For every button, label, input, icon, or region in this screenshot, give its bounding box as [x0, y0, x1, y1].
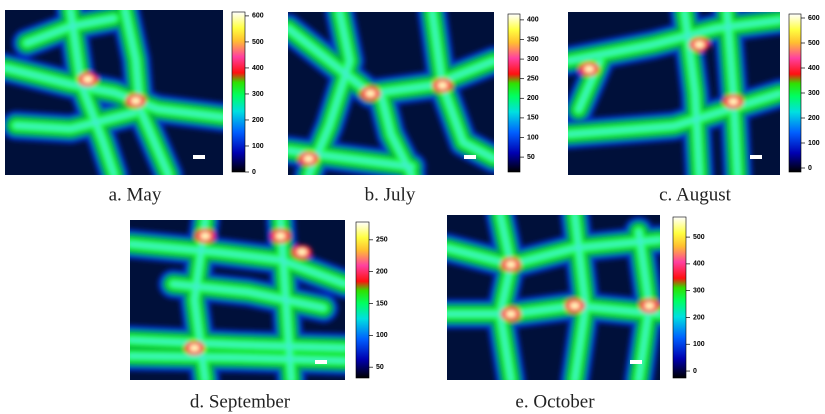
- tick-label: 200: [376, 269, 388, 276]
- tick-label: 250: [527, 76, 539, 83]
- colorbar-ticks: 50 100 150 200 250 300 350 400: [520, 17, 539, 161]
- colorbar: [673, 217, 686, 378]
- hotspot-core: [644, 302, 654, 309]
- hotspot-core: [276, 233, 286, 240]
- heatmap: [447, 215, 660, 380]
- heatmap: [130, 220, 345, 380]
- scale-bar: [750, 155, 762, 159]
- tick-label: 50: [527, 154, 535, 161]
- hotspot-core: [83, 76, 93, 83]
- tick-label: 300: [808, 90, 820, 97]
- scale-bar: [193, 155, 205, 159]
- tick-label: 200: [808, 115, 820, 122]
- tick-label: 50: [376, 364, 384, 371]
- caption: b. July: [365, 184, 416, 205]
- caption: d. September: [190, 391, 291, 412]
- tick-label: 100: [527, 134, 539, 141]
- tick-label: 100: [252, 143, 264, 150]
- hotspot-core: [365, 90, 375, 97]
- tick-label: 500: [693, 234, 705, 241]
- hotspot-core: [200, 233, 210, 240]
- hotspot-core: [728, 98, 738, 105]
- heatmap: [5, 10, 223, 175]
- tick-label: 500: [808, 40, 820, 47]
- tick-label: 200: [527, 95, 539, 102]
- colorbar: [508, 14, 520, 172]
- hotspot-core: [190, 345, 200, 352]
- tick-label: 400: [693, 261, 705, 268]
- heatmap: [288, 12, 494, 175]
- colorbar-ticks: 0 100 200 300 400 500 600: [801, 15, 820, 172]
- caption: c. August: [659, 184, 732, 205]
- hotspot-core: [304, 155, 314, 162]
- hotspot-core: [438, 82, 448, 89]
- tick-label: 150: [527, 115, 539, 122]
- colorbar: [789, 14, 801, 172]
- tick-label: 600: [808, 15, 820, 22]
- figure: 0100200300400500600a. May501001502002503…: [0, 0, 825, 414]
- tick-label: 400: [252, 65, 264, 72]
- tick-label: 250: [376, 237, 388, 244]
- tick-label: 0: [693, 368, 697, 375]
- tick-label: 100: [693, 341, 705, 348]
- tick-label: 400: [808, 65, 820, 72]
- colorbar: [232, 12, 245, 172]
- hotspot-core: [694, 41, 704, 48]
- caption: a. May: [109, 184, 162, 205]
- tick-label: 100: [808, 140, 820, 147]
- heatmap: [568, 12, 780, 175]
- tick-label: 100: [376, 332, 388, 339]
- tick-label: 300: [252, 91, 264, 98]
- hotspot-core: [131, 97, 141, 104]
- hotspot-core: [506, 261, 516, 268]
- colorbar: [356, 222, 369, 378]
- tick-label: 350: [527, 36, 539, 43]
- colorbar-ticks: 0 100 200 300 400 500 600: [245, 13, 264, 176]
- tick-label: 500: [252, 39, 264, 46]
- tick-label: 300: [527, 56, 539, 63]
- scale-bar: [315, 360, 327, 364]
- colorbar-ticks: 0 100 200 300 400 500: [686, 234, 705, 375]
- hotspot-core: [297, 249, 307, 256]
- tick-label: 400: [527, 17, 539, 24]
- tick-label: 200: [693, 314, 705, 321]
- hotspot-core: [584, 66, 594, 73]
- tick-label: 150: [376, 300, 388, 307]
- tick-label: 600: [252, 13, 264, 20]
- tick-label: 200: [252, 117, 264, 124]
- colorbar-ticks: 50 100 150 200 250: [369, 237, 388, 371]
- scale-bar: [464, 155, 476, 159]
- hotspot-core: [570, 302, 580, 309]
- page: {"panels": [ {"caption": "a. May", "colo…: [0, 0, 825, 414]
- caption: e. October: [515, 391, 595, 412]
- tick-label: 300: [693, 288, 705, 295]
- scale-bar: [630, 360, 642, 364]
- hotspot-core: [506, 311, 516, 318]
- tick-label: 0: [252, 169, 256, 176]
- tick-label: 0: [808, 165, 812, 172]
